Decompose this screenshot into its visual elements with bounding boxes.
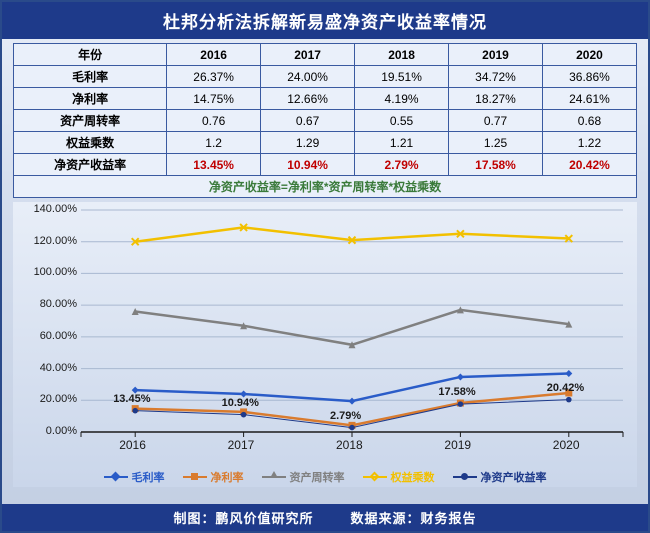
cell: 1.21 — [355, 132, 449, 154]
cell: 0.68 — [542, 110, 636, 132]
cell: 4.19% — [355, 88, 449, 110]
cell: 14.75% — [167, 88, 261, 110]
row-label: 权益乘数 — [14, 132, 167, 154]
y-tick-label: 20.00% — [40, 393, 77, 405]
chart-legend: 毛利率 净利率 资产周转率 权益乘数 净资产收益率 — [13, 469, 637, 485]
page-title: 杜邦分析法拆解新易盛净资产收益率情况 — [2, 2, 648, 39]
row-label: 资产周转率 — [14, 110, 167, 132]
col-year: 2017 — [261, 44, 355, 66]
data-label: 17.58% — [438, 386, 475, 398]
legend-item: 毛利率 — [104, 469, 165, 485]
cell: 17.58% — [449, 154, 543, 176]
cell: 0.77 — [449, 110, 543, 132]
cell: 0.76 — [167, 110, 261, 132]
cell: 0.55 — [355, 110, 449, 132]
col-year: 2019 — [449, 44, 543, 66]
x-tick-label: 2018 — [336, 438, 363, 452]
y-tick-label: 40.00% — [40, 362, 77, 374]
x-tick-label: 2019 — [444, 438, 471, 452]
footer-source: 数据来源：财务报告 — [350, 511, 476, 526]
x-tick-label: 2017 — [228, 438, 255, 452]
y-tick-label: 0.00% — [46, 425, 77, 437]
x-tick-label: 2020 — [553, 438, 580, 452]
legend-item: 净资产收益率 — [453, 469, 547, 485]
y-tick-label: 80.00% — [40, 298, 77, 310]
col-year: 2020 — [542, 44, 636, 66]
data-table: 年份20162017201820192020 毛利率26.37%24.00%19… — [13, 43, 637, 198]
x-tick-label: 2016 — [119, 438, 146, 452]
data-label: 20.42% — [547, 382, 584, 394]
row-label: 净利率 — [14, 88, 167, 110]
y-tick-label: 120.00% — [34, 235, 77, 247]
col-year: 2018 — [355, 44, 449, 66]
cell: 24.61% — [542, 88, 636, 110]
data-label: 10.94% — [222, 397, 259, 409]
cell: 10.94% — [261, 154, 355, 176]
cell: 0.67 — [261, 110, 355, 132]
legend-item: 资产周转率 — [262, 469, 345, 485]
y-tick-label: 140.00% — [34, 203, 77, 215]
footer-maker: 制图：鹏风价值研究所 — [174, 511, 314, 526]
footer-bar: 制图：鹏风价值研究所 数据来源：财务报告 — [2, 504, 648, 531]
cell: 19.51% — [355, 66, 449, 88]
col-year-label: 年份 — [14, 44, 167, 66]
data-label: 2.79% — [330, 410, 361, 422]
cell: 26.37% — [167, 66, 261, 88]
cell: 1.22 — [542, 132, 636, 154]
cell: 1.2 — [167, 132, 261, 154]
cell: 34.72% — [449, 66, 543, 88]
cell: 2.79% — [355, 154, 449, 176]
cell: 1.25 — [449, 132, 543, 154]
row-label: 毛利率 — [14, 66, 167, 88]
y-tick-label: 60.00% — [40, 330, 77, 342]
col-year: 2016 — [167, 44, 261, 66]
cell: 12.66% — [261, 88, 355, 110]
data-label: 13.45% — [113, 393, 150, 405]
cell: 18.27% — [449, 88, 543, 110]
dashboard-frame: 杜邦分析法拆解新易盛净资产收益率情况 年份2016201720182019202… — [0, 0, 650, 533]
legend-item: 净利率 — [183, 469, 244, 485]
cell: 24.00% — [261, 66, 355, 88]
cell: 20.42% — [542, 154, 636, 176]
cell: 13.45% — [167, 154, 261, 176]
cell: 36.86% — [542, 66, 636, 88]
row-label: 净资产收益率 — [14, 154, 167, 176]
y-tick-label: 100.00% — [34, 266, 77, 278]
legend-item: 权益乘数 — [363, 469, 435, 485]
cell: 1.29 — [261, 132, 355, 154]
formula-row: 净资产收益率=净利率*资产周转率*权益乘数 — [14, 176, 637, 198]
roe-chart: 0.00% 20.00% 40.00% 60.00% 80.00% 100.00% 120.… — [13, 202, 637, 487]
